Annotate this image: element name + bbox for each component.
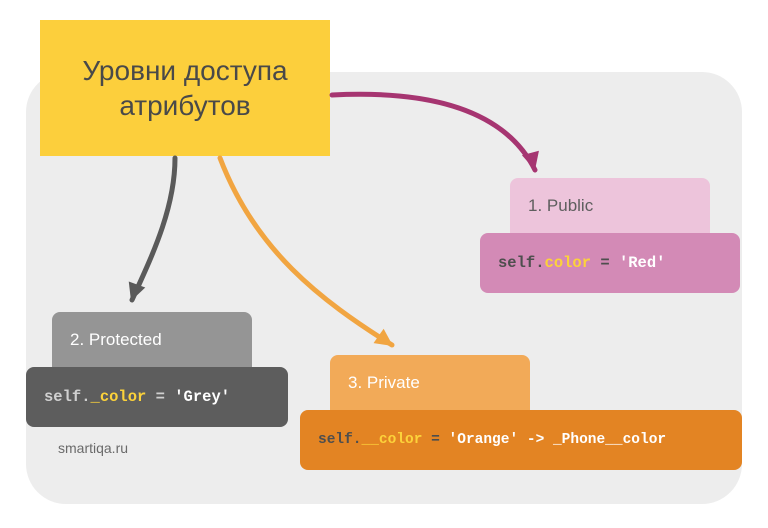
code-token: __color [362,432,423,448]
code-token: -> _Phone__color [518,432,666,448]
code-token: = [146,388,174,406]
code-token: _color [91,388,147,406]
title-text: Уровни доступа атрибутов [40,53,330,123]
protected-header: 2. Protected [52,312,252,367]
public-header-label: 1. Public [528,196,593,216]
code-token: 'Grey' [174,388,230,406]
code-token: self. [44,388,91,406]
public-code: self.color = 'Red' [480,233,740,293]
code-token: 'Orange' [449,432,519,448]
code-token: = [591,254,619,272]
watermark-text: smartiqa.ru [58,440,128,456]
code-token: self. [318,432,362,448]
code-token: self. [498,254,545,272]
watermark: smartiqa.ru [58,440,128,456]
private-header: 3. Private [330,355,530,410]
title-box: Уровни доступа атрибутов [40,20,330,156]
public-header: 1. Public [510,178,710,233]
code-token: 'Red' [619,254,666,272]
diagram-canvas: Уровни доступа атрибутов 1. Public self.… [0,0,768,528]
code-token: = [422,432,448,448]
code-token: color [545,254,592,272]
private-header-label: 3. Private [348,373,420,393]
protected-code: self._color = 'Grey' [26,367,288,427]
private-code: self.__color = 'Orange' -> _Phone__color [300,410,742,470]
protected-header-label: 2. Protected [70,330,162,350]
